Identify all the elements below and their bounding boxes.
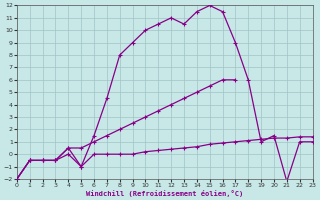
X-axis label: Windchill (Refroidissement éolien,°C): Windchill (Refroidissement éolien,°C) xyxy=(86,190,243,197)
